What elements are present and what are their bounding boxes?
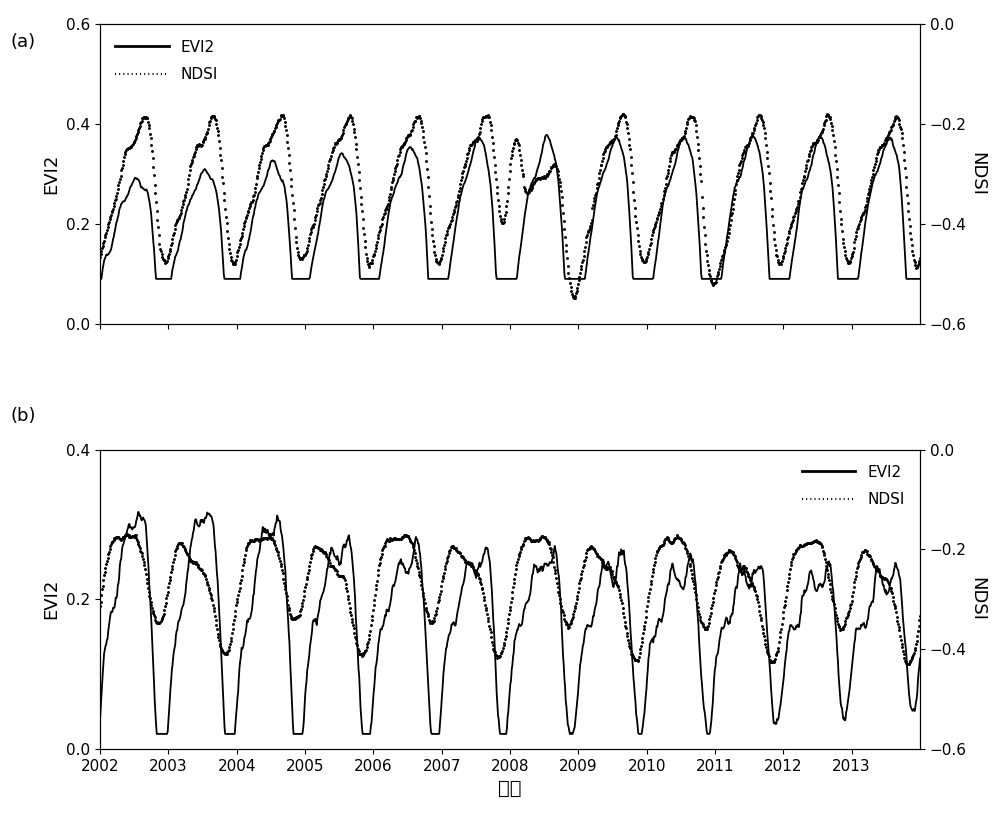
Y-axis label: EVI2: EVI2 [43,579,61,619]
Legend: EVI2, NDSI: EVI2, NDSI [794,457,912,514]
Y-axis label: EVI2: EVI2 [42,154,60,195]
Text: (b): (b) [10,407,36,425]
Legend: EVI2, NDSI: EVI2, NDSI [108,32,226,90]
X-axis label: 年份: 年份 [498,779,522,799]
Y-axis label: NDSI: NDSI [968,577,986,621]
Text: (a): (a) [10,33,35,50]
Y-axis label: NDSI: NDSI [968,152,986,196]
